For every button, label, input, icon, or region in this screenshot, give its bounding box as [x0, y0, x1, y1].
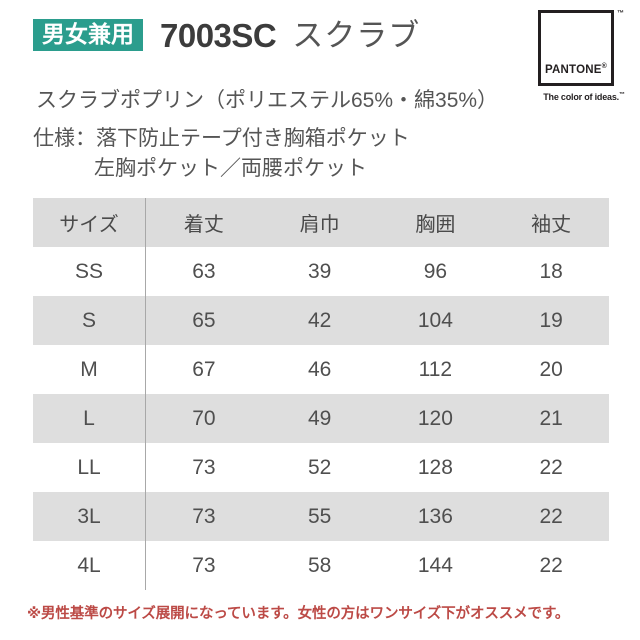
column-header-shoulder: 肩巾	[299, 214, 340, 236]
pantone-logo: PANTONE® ™ The color of ideas.™	[538, 10, 630, 110]
material-composition: スクラブポプリン（ポリエステル65%・綿35%）	[36, 89, 499, 112]
column-header-length: 着丈	[183, 214, 224, 236]
specification-line-1: 仕様：落下防止テープ付き胸箱ポケット	[33, 127, 410, 150]
product-name: スクラブ	[292, 17, 421, 53]
cell-sleeve: 20	[539, 357, 563, 381]
table-row: SS 63 39 96 18	[33, 247, 609, 296]
table-row: L 70 49 120 21	[33, 394, 609, 443]
table-row: 4L 73 58 144 22	[33, 541, 609, 590]
cell-size: LL	[33, 443, 146, 492]
cell-length: 73	[192, 504, 216, 528]
pantone-word-text: PANTONE	[545, 64, 602, 76]
cell-size: SS	[33, 247, 146, 296]
table-header-row: サイズ 着丈 肩巾 胸囲 袖丈	[33, 198, 609, 247]
cell-chest: 112	[418, 357, 453, 381]
table-row: LL 73 52 128 22	[33, 443, 609, 492]
cell-chest: 144	[417, 553, 453, 577]
cell-shoulder: 46	[307, 357, 332, 381]
cell-length: 67	[192, 357, 216, 381]
cell-sleeve: 22	[539, 504, 563, 528]
size-chart-table: サイズ 着丈 肩巾 胸囲 袖丈 SS 63 39 96 18 S 65 42 1…	[33, 198, 610, 590]
table-row: 3L 73 55 136 22	[33, 492, 609, 541]
cell-shoulder: 42	[307, 308, 332, 332]
table-row: S 65 42 104 19	[33, 296, 609, 345]
size-chart-body: SS 63 39 96 18 S 65 42 104 19 M 67 46 11…	[33, 247, 609, 590]
cell-shoulder: 39	[307, 259, 332, 283]
cell-sleeve: 22	[539, 455, 563, 479]
pantone-box: PANTONE®	[538, 10, 614, 86]
cell-chest: 104	[417, 308, 453, 332]
cell-shoulder: 58	[307, 553, 332, 577]
cell-chest: 128	[417, 455, 453, 479]
pantone-trademark-mark: ™	[617, 10, 624, 17]
pantone-tagline-text: The color of ideas.	[543, 92, 619, 102]
cell-length: 73	[192, 553, 216, 577]
cell-shoulder: 52	[307, 455, 332, 479]
cell-chest: 120	[417, 406, 453, 430]
model-number: 7003SC	[160, 16, 277, 54]
product-header: 男女兼用 7003SC スクラブ スクラブポプリン（ポリエステル65%・綿35%…	[0, 0, 640, 185]
cell-sleeve: 21	[539, 406, 563, 430]
unisex-badge: 男女兼用	[33, 19, 143, 51]
column-header-size: サイズ	[33, 198, 146, 247]
table-row: M 67 46 112 20	[33, 345, 609, 394]
cell-sleeve: 18	[539, 259, 563, 283]
column-header-sleeve: 袖丈	[531, 214, 572, 236]
sizing-advisory-note: ※男性基準のサイズ展開になっています。女性の方はワンサイズ下がオススメです。	[27, 606, 570, 622]
cell-size: S	[33, 296, 146, 345]
column-header-chest: 胸囲	[415, 214, 456, 236]
cell-chest: 96	[423, 259, 448, 283]
cell-size: L	[33, 394, 146, 443]
cell-length: 65	[192, 308, 216, 332]
title-row: 男女兼用 7003SC スクラブ	[33, 14, 420, 56]
cell-shoulder: 55	[307, 504, 332, 528]
specification-line-2: 左胸ポケット／両腰ポケット	[94, 157, 367, 180]
cell-length: 63	[192, 259, 216, 283]
cell-length: 70	[192, 406, 216, 430]
cell-size: M	[33, 345, 146, 394]
pantone-tagline: The color of ideas.™	[538, 92, 630, 102]
cell-sleeve: 19	[539, 308, 563, 332]
cell-shoulder: 49	[307, 406, 332, 430]
size-chart-header: サイズ 着丈 肩巾 胸囲 袖丈	[33, 198, 609, 247]
pantone-tagline-mark: ™	[618, 92, 625, 98]
pantone-registered-mark: ®	[601, 63, 607, 71]
cell-length: 73	[192, 455, 216, 479]
cell-size: 4L	[33, 541, 146, 590]
cell-sleeve: 22	[539, 553, 563, 577]
cell-chest: 136	[417, 504, 453, 528]
cell-size: 3L	[33, 492, 146, 541]
pantone-wordmark: PANTONE®	[541, 63, 611, 76]
